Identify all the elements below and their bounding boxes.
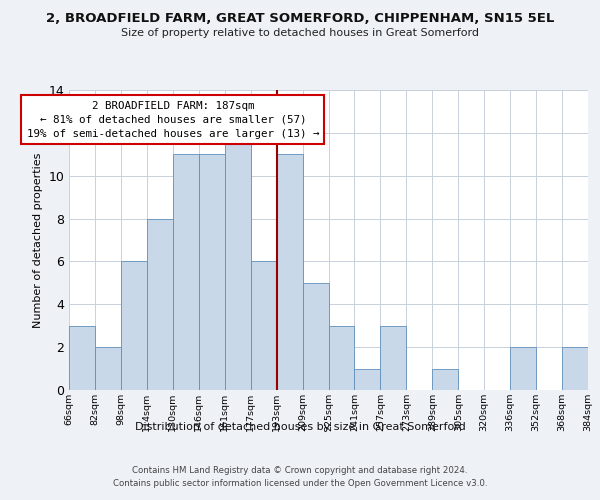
Text: Contains HM Land Registry data © Crown copyright and database right 2024.: Contains HM Land Registry data © Crown c… [132, 466, 468, 475]
Text: Contains public sector information licensed under the Open Government Licence v3: Contains public sector information licen… [113, 479, 487, 488]
Text: 2, BROADFIELD FARM, GREAT SOMERFORD, CHIPPENHAM, SN15 5EL: 2, BROADFIELD FARM, GREAT SOMERFORD, CHI… [46, 12, 554, 26]
Text: Distribution of detached houses by size in Great Somerford: Distribution of detached houses by size … [134, 422, 466, 432]
Bar [121, 262, 147, 390]
Text: Size of property relative to detached houses in Great Somerford: Size of property relative to detached ho… [121, 28, 479, 38]
Bar [329, 326, 355, 390]
Bar [95, 347, 121, 390]
Bar [225, 133, 251, 390]
Bar [355, 368, 380, 390]
Bar [510, 347, 536, 390]
Bar [277, 154, 302, 390]
Bar [433, 368, 458, 390]
Bar [173, 154, 199, 390]
Bar [69, 326, 95, 390]
Bar [302, 283, 329, 390]
Y-axis label: Number of detached properties: Number of detached properties [33, 152, 43, 328]
Bar [147, 218, 173, 390]
Text: 2 BROADFIELD FARM: 187sqm
← 81% of detached houses are smaller (57)
19% of semi-: 2 BROADFIELD FARM: 187sqm ← 81% of detac… [26, 100, 319, 138]
Bar [380, 326, 406, 390]
Bar [562, 347, 588, 390]
Bar [199, 154, 224, 390]
Bar [251, 262, 277, 390]
